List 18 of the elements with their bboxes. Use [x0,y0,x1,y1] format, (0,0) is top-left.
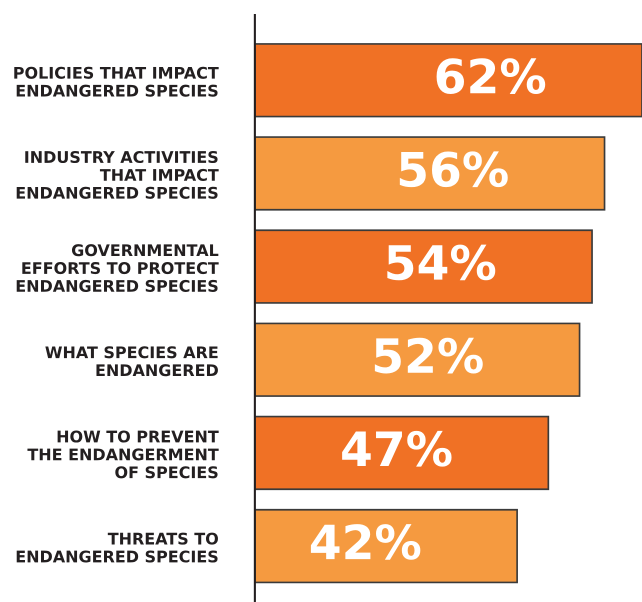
y-tick-label: WHAT SPECIES ARE ENDANGERED [45,346,218,376]
y-tick-label: INDUSTRY ACTIVITIES THAT IMPACT ENDANGERED SPECIES [16,150,219,199]
bar [254,229,593,304]
y-tick-label: GOVERNMENTAL EFFORTS TO PROTECT ENDANGERED SPECIES [16,244,219,292]
data-label: 56% [400,151,508,188]
data-label: 47% [342,430,452,467]
y-tick-label: THREATS TO ENDANGERED SPECIES [16,532,218,563]
data-label: 42% [310,524,420,560]
bar [254,43,642,118]
y-tick-label: HOW TO PREVENT THE ENDANGERMENT OF SPECIES [27,430,219,478]
data-label: 62% [436,58,546,94]
data-label: 54% [387,244,496,280]
bar [254,508,518,584]
bar [254,416,550,490]
bar [254,322,580,397]
bar [254,136,606,211]
data-label: 52% [374,338,483,374]
y-tick-label: POLICIES THAT IMPACT ENDANGERED SPECIES [14,66,219,97]
